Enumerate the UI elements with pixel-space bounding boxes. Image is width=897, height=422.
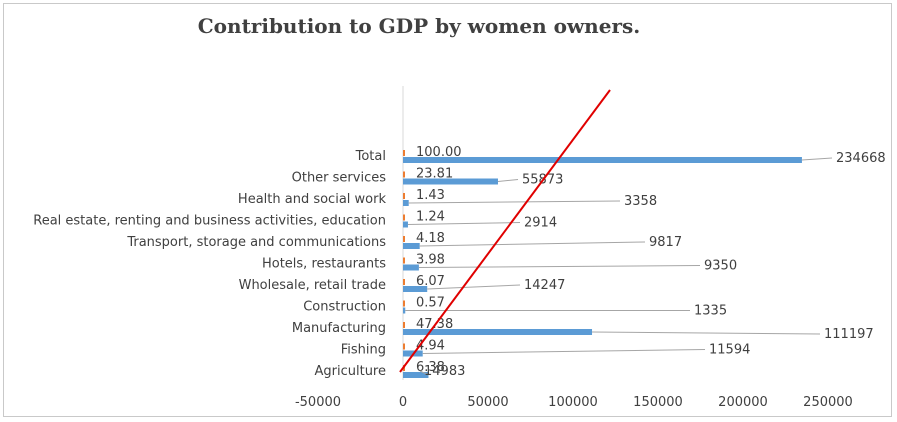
percentage-bar [403, 171, 405, 178]
value-label: 1335 [694, 304, 727, 319]
x-tick-label: -50000 [295, 395, 341, 410]
percentage-bar [403, 279, 405, 285]
trend-line [399, 89, 611, 373]
value-label: 2914 [524, 216, 557, 231]
category-label: Real estate, renting and business activi… [33, 214, 386, 229]
contribution-bar [403, 264, 419, 271]
leader-line [407, 222, 521, 225]
category-label: Total [355, 149, 386, 164]
category-label: Construction [303, 300, 386, 315]
x-tick-label: 100000 [548, 395, 598, 410]
percentage-bar [403, 343, 405, 350]
percentage-bar [403, 236, 405, 242]
percentage-bar [403, 257, 405, 264]
category-label: Hotels, restaurants [262, 257, 386, 272]
bar-chart: -50000 0 50000 100000 150000 200000 250000 Agri… [33, 86, 886, 410]
contribution-bar [403, 200, 409, 206]
contribution-bar [403, 372, 429, 378]
contribution-bar [403, 178, 498, 185]
leader-line [427, 284, 521, 290]
percentage-label: 6.07 [416, 274, 445, 289]
percentage-label: 23.81 [416, 167, 453, 182]
contribution-bar [403, 307, 406, 314]
leader-line [419, 370, 429, 376]
percentage-bar [403, 322, 405, 328]
contribution-bar [403, 157, 802, 163]
value-label: 14247 [524, 278, 565, 293]
value-label: 14983 [424, 364, 465, 379]
percentage-label: 6.38 [416, 360, 445, 375]
leader-line [419, 241, 646, 247]
leader-line [592, 331, 821, 335]
category-label: Health and social work [238, 192, 387, 207]
category-label: Other services [292, 171, 387, 186]
contribution-bar [403, 329, 593, 335]
leader-line [418, 265, 701, 268]
chart-frame: Contribution to GDP by women owners. -50… [3, 3, 892, 417]
category-label: Manufacturing [292, 321, 386, 336]
x-tick-label: 50000 [467, 395, 508, 410]
percentage-bar [403, 214, 405, 221]
value-label: 3358 [624, 194, 657, 209]
x-tick-label: 0 [399, 395, 407, 410]
percentage-bar [403, 150, 405, 156]
category-label: Agriculture [315, 364, 387, 379]
category-label: Wholesale, retail trade [239, 278, 386, 293]
value-label: 11594 [709, 343, 750, 358]
value-label: 9817 [649, 235, 682, 250]
percentage-label: 100.00 [416, 145, 462, 160]
percentage-label: 1.24 [416, 210, 445, 225]
contribution-bar [403, 243, 420, 249]
percentage-label: 4.18 [416, 231, 445, 246]
category-label: Fishing [341, 343, 386, 358]
contribution-bar [403, 286, 428, 292]
percentage-bar [403, 193, 405, 199]
x-tick-label: 250000 [803, 395, 853, 410]
leader-line [497, 179, 519, 182]
x-tick-label: 150000 [633, 395, 683, 410]
leader-line [801, 157, 833, 161]
value-label: 111197 [824, 327, 874, 342]
leader-line [422, 349, 706, 354]
value-label: 9350 [704, 259, 737, 274]
leader-line [408, 200, 621, 204]
percentage-label: 0.57 [416, 296, 445, 311]
category-label: Transport, storage and communications [126, 235, 386, 250]
chart-title: Contribution to GDP by women owners. [197, 14, 641, 38]
percentage-label: 3.98 [416, 253, 445, 268]
percentage-label: 1.43 [416, 188, 445, 203]
x-tick-label: 200000 [718, 395, 768, 410]
value-label: 234668 [836, 151, 886, 166]
percentage-bar [403, 300, 405, 307]
contribution-bar [403, 221, 408, 228]
